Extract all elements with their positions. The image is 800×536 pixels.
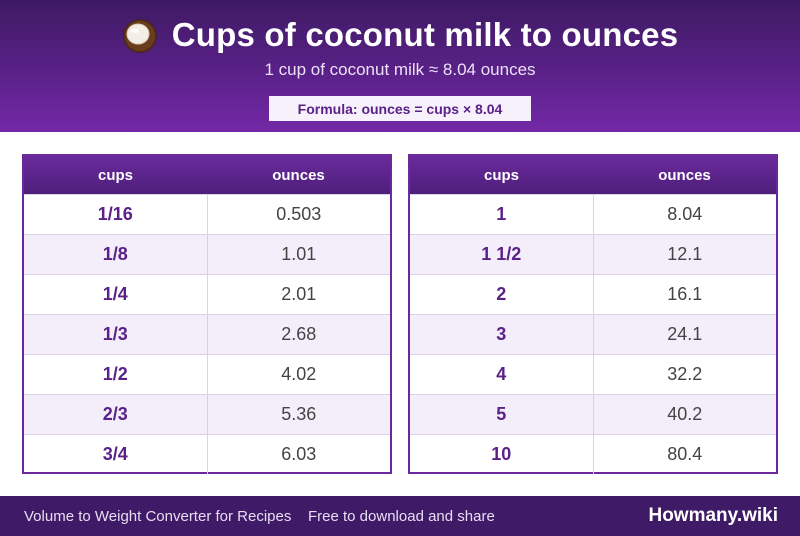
cups-cell: 3/4 (24, 435, 208, 474)
table-row: 1/8 1.01 (24, 234, 390, 274)
conversion-table-left: cups ounces 1/16 0.503 1/8 1.01 1/4 2.01… (22, 154, 392, 474)
table-row: 5 40.2 (410, 394, 776, 434)
table-row: 1/2 4.02 (24, 354, 390, 394)
cups-cell: 1 (410, 195, 594, 234)
ounces-cell: 1.01 (281, 244, 317, 264)
page-subtitle: 1 cup of coconut milk ≈ 8.04 ounces (264, 60, 536, 79)
page-title: Cups of coconut milk to ounces (171, 16, 679, 53)
conversion-table-right: cups ounces 1 8.04 1 1/2 12.1 2 16.1 3 2… (408, 154, 778, 474)
column-header-cups: cups (97, 166, 133, 184)
header-banner: Cups of coconut milk to ounces 1 cup of … (0, 0, 800, 132)
table-row: 1/3 2.68 (24, 314, 390, 354)
cups-cell: 2/3 (24, 395, 208, 434)
ounces-cell: 4.02 (281, 364, 317, 384)
cups-cell: 4 (410, 355, 594, 394)
table-row: 1/4 2.01 (24, 274, 390, 314)
cups-cell: 1 1/2 (410, 235, 594, 274)
cups-cell: 1/8 (24, 235, 208, 274)
title-row: Cups of coconut milk to ounces (0, 14, 800, 56)
ounces-cell: 32.2 (667, 364, 703, 384)
table-header: cups ounces (410, 156, 776, 194)
ounces-cell: 6.03 (281, 444, 317, 464)
table-row: 1 8.04 (410, 194, 776, 234)
table-row: 2/3 5.36 (24, 394, 390, 434)
ounces-cell: 0.503 (276, 204, 322, 224)
table-row: 2 16.1 (410, 274, 776, 314)
table-row: 3 24.1 (410, 314, 776, 354)
footer-tagline: Volume to Weight Converter for Recipes (24, 507, 292, 525)
brand-logo[interactable]: Howmany.wiki (648, 505, 778, 526)
cups-cell: 1/3 (24, 315, 208, 354)
ounces-cell: 24.1 (667, 324, 703, 344)
ounces-cell: 80.4 (667, 444, 703, 464)
table-row: 1/16 0.503 (24, 194, 390, 234)
cups-cell: 1/2 (24, 355, 208, 394)
footer-bar: Volume to Weight Converter for Recipes F… (0, 496, 800, 536)
table-row: 3/4 6.03 (24, 434, 390, 474)
ounces-cell: 2.68 (281, 324, 317, 344)
column-header-cups: cups (483, 166, 519, 184)
column-header-ounces: ounces (272, 166, 325, 184)
cups-cell: 2 (410, 275, 594, 314)
table-row: 4 32.2 (410, 354, 776, 394)
column-header-ounces: ounces (658, 166, 711, 184)
coconut-icon (122, 17, 158, 53)
ounces-cell: 12.1 (667, 244, 703, 264)
ounces-cell: 40.2 (667, 404, 703, 424)
cups-cell: 10 (410, 435, 594, 474)
cups-cell: 5 (410, 395, 594, 434)
ounces-cell: 16.1 (667, 284, 703, 304)
ounces-cell: 8.04 (667, 204, 703, 224)
formula-badge: Formula: ounces = cups × 8.04 (269, 96, 531, 121)
table-header: cups ounces (24, 156, 390, 194)
footer-share-note: Free to download and share (308, 507, 495, 525)
table-row: 10 80.4 (410, 434, 776, 474)
ounces-cell: 2.01 (281, 284, 317, 304)
table-row: 1 1/2 12.1 (410, 234, 776, 274)
cups-cell: 3 (410, 315, 594, 354)
cups-cell: 1/4 (24, 275, 208, 314)
cups-cell: 1/16 (24, 195, 208, 234)
ounces-cell: 5.36 (281, 404, 317, 424)
